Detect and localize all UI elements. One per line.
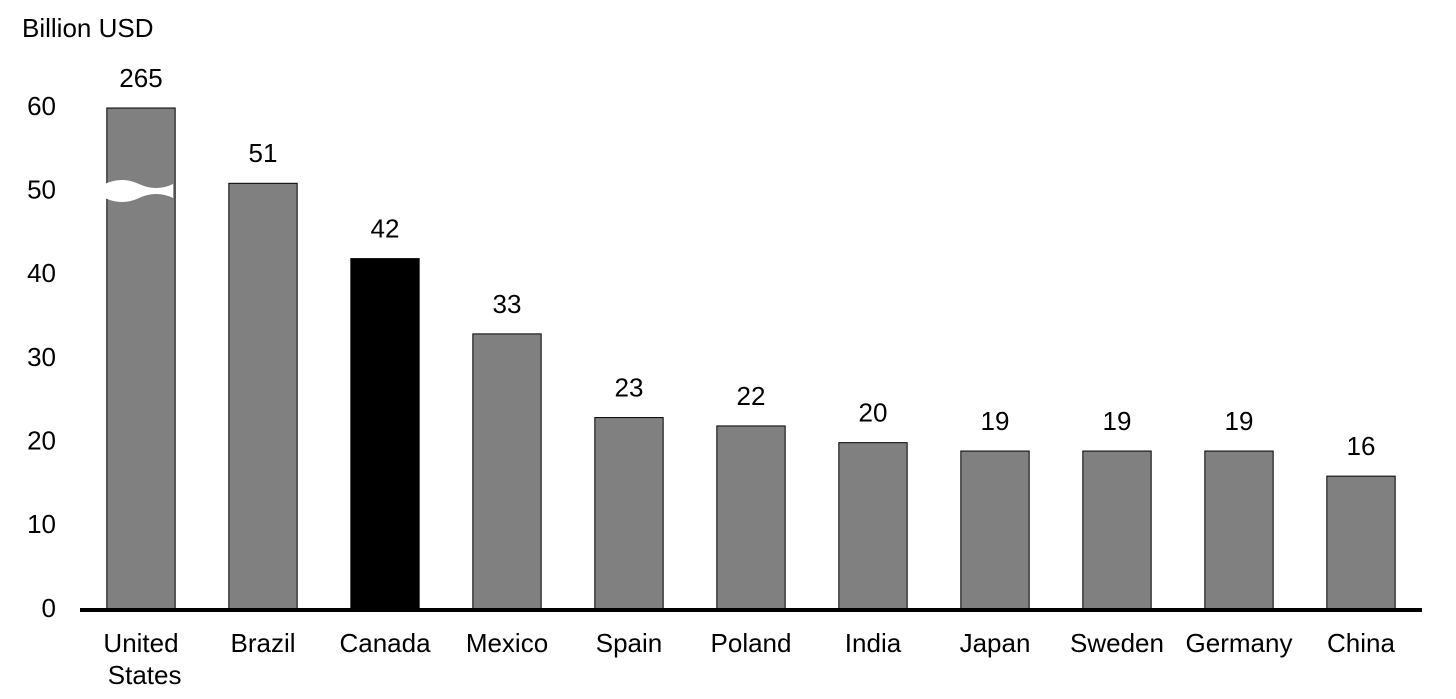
y-tick-label: 20 (27, 426, 56, 456)
y-tick-label: 30 (27, 342, 56, 372)
bar (1204, 450, 1274, 611)
x-tick-label: Spain (596, 628, 663, 658)
bar (594, 417, 664, 611)
bar (350, 258, 420, 611)
x-tick-label: Poland (711, 628, 792, 658)
bar (228, 182, 298, 611)
data-label: 51 (249, 138, 278, 168)
data-label: 22 (737, 381, 766, 411)
x-tick-label: Brazil (230, 628, 295, 658)
y-tick-label: 10 (27, 509, 56, 539)
data-label: 19 (1103, 406, 1132, 436)
data-label: 33 (493, 289, 522, 319)
bar (838, 442, 908, 611)
data-label: 23 (615, 372, 644, 402)
data-label: 16 (1347, 431, 1376, 461)
x-tick-label: Sweden (1070, 628, 1164, 658)
data-label: 20 (859, 398, 888, 428)
x-tick-label: Canada (339, 628, 431, 658)
y-tick-label: 50 (27, 175, 56, 205)
x-tick-label: United States (101, 628, 182, 690)
bar (716, 425, 786, 611)
bar (1082, 450, 1152, 611)
bar (472, 333, 542, 611)
bar (1326, 475, 1396, 611)
data-label: 265 (119, 63, 162, 93)
data-label: 42 (371, 213, 400, 243)
axis-break (104, 180, 174, 202)
x-tick-label: Germany (1186, 628, 1293, 658)
data-label: 19 (1225, 406, 1254, 436)
bar (960, 450, 1030, 611)
y-tick-label: 60 (27, 91, 56, 121)
y-tick-label: 0 (42, 593, 56, 623)
x-tick-label: Mexico (466, 628, 548, 658)
x-tick-label: India (845, 628, 902, 658)
data-label: 19 (981, 406, 1010, 436)
y-axis-label: Billion USD (22, 13, 154, 43)
x-tick-label: Japan (960, 628, 1031, 658)
x-tick-label: China (1327, 628, 1395, 658)
y-tick-label: 40 (27, 258, 56, 288)
